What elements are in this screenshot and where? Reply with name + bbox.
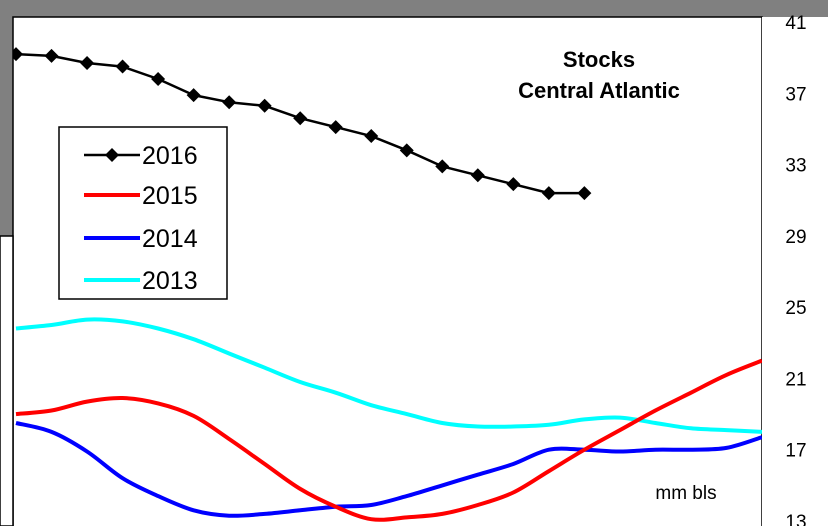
- series-2016: [13, 47, 592, 201]
- y-tick-label: 25: [785, 298, 806, 319]
- data-point: [506, 177, 521, 192]
- y-tick-label: 29: [785, 227, 806, 248]
- legend-label: 2016: [142, 142, 198, 170]
- y-tick-label: 13: [785, 512, 806, 526]
- legend-item-2014: 2014: [84, 225, 198, 253]
- legend-item-2013: 2013: [84, 267, 198, 295]
- data-point: [364, 129, 379, 144]
- chart-title-line-2: Central Atlantic: [518, 78, 680, 103]
- data-point: [399, 143, 414, 158]
- data-point: [577, 186, 592, 201]
- data-point: [328, 120, 343, 135]
- y-tick-label: 17: [785, 441, 806, 462]
- legend-item-2016: 2016: [84, 142, 198, 170]
- data-point: [541, 186, 556, 201]
- legend-item-2015: 2015: [84, 182, 198, 210]
- legend: 2016 2015 2014 2013: [58, 126, 228, 300]
- data-point: [470, 168, 485, 183]
- y-tick-labels: 41 37 33 29 25 21 17 13: [785, 13, 806, 526]
- series-2014: [15, 421, 762, 518]
- legend-label: 2015: [142, 182, 198, 210]
- series-layer: [13, 47, 762, 522]
- data-point: [293, 111, 308, 126]
- data-point: [435, 159, 450, 174]
- data-point: [44, 48, 59, 63]
- data-point: [186, 88, 201, 103]
- left-partial-panel: [0, 235, 14, 526]
- series-2015: [15, 358, 762, 522]
- legend-marker: [105, 148, 119, 162]
- data-point: [115, 59, 130, 74]
- chart-title-line-1: Stocks: [563, 47, 635, 72]
- series-line-2014: [15, 421, 762, 518]
- data-point: [257, 98, 272, 113]
- legend-label: 2014: [142, 225, 198, 253]
- legend-label: 2013: [142, 267, 198, 295]
- unit-label: mm bls: [655, 483, 716, 504]
- y-tick-label: 37: [785, 84, 806, 105]
- y-axis-panel: [762, 17, 828, 526]
- data-point: [13, 47, 23, 62]
- series-line-2015: [15, 358, 762, 522]
- data-point: [151, 72, 166, 87]
- data-point: [222, 95, 237, 110]
- data-point: [80, 55, 95, 70]
- y-tick-label: 21: [785, 369, 806, 390]
- y-tick-label: 41: [785, 13, 806, 34]
- y-tick-label: 33: [785, 156, 806, 177]
